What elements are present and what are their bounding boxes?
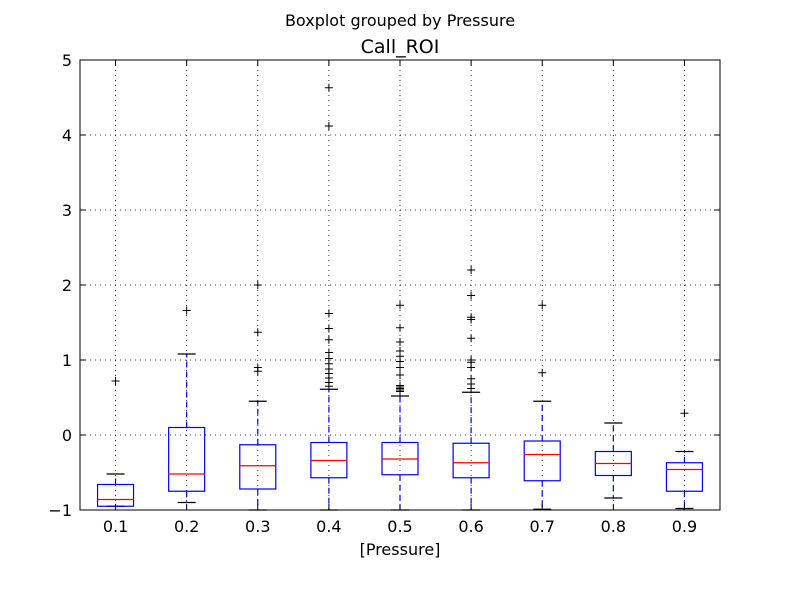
x-tick-label: 0.7 — [529, 517, 554, 536]
outlier-point — [253, 328, 262, 337]
box-group-0.5 — [381, 301, 419, 511]
x-tick-label: 0.3 — [245, 517, 270, 536]
outlier-point — [324, 309, 333, 318]
outlier-point — [538, 368, 547, 377]
iqr-box — [665, 462, 704, 492]
x-tick-label: 0.8 — [601, 517, 626, 536]
outlier-point — [253, 281, 262, 289]
outlier-point — [324, 83, 333, 92]
chart-suptitle: Boxplot grouped by Pressure — [285, 11, 515, 30]
y-tick-label: 1 — [62, 351, 72, 370]
outlier-point — [111, 377, 120, 385]
outlier-point — [396, 347, 404, 355]
outlier-point — [467, 334, 476, 343]
x-tick-label: 0.6 — [458, 517, 483, 536]
outlier-point — [538, 301, 547, 310]
box-group-0.7 — [523, 301, 561, 510]
y-tick-label: 5 — [62, 51, 72, 70]
outlier-point — [467, 266, 476, 274]
axis-ticks: −1 0 1 2 3 4 5 0.1 0.2 0.3 0.4 0.5 0.6 0.7 0.8 0.9 — [48, 51, 720, 536]
outlier-point — [253, 363, 262, 372]
iqr-box — [452, 442, 490, 479]
outlier-point — [396, 323, 404, 332]
y-tick-label: −1 — [48, 501, 72, 520]
outlier-point — [396, 338, 404, 346]
box-group-0.2 — [168, 306, 206, 504]
iqr-box — [523, 440, 561, 482]
outlier-point — [324, 335, 333, 344]
iqr-box — [239, 444, 277, 490]
iqr-box — [168, 426, 206, 492]
y-tick-label: 4 — [62, 126, 72, 145]
box-group-0.6 — [452, 266, 490, 511]
x-tick-label: 0.2 — [174, 517, 199, 536]
box-group-0.4 — [310, 83, 348, 511]
outlier-point — [396, 371, 404, 379]
outlier-point — [396, 381, 404, 390]
box-group-0.9 — [665, 409, 704, 510]
outlier-point — [467, 356, 476, 364]
box-group-0.1 — [96, 377, 135, 507]
box-layer — [96, 83, 704, 511]
y-tick-label: 3 — [62, 201, 72, 220]
outlier-point — [467, 291, 476, 300]
outlier-point — [182, 306, 191, 315]
x-axis-label: [Pressure] — [360, 540, 441, 559]
y-tick-label: 0 — [62, 426, 72, 445]
x-tick-label: 0.9 — [672, 517, 697, 536]
outlier-point — [324, 348, 333, 357]
outlier-point — [467, 313, 476, 322]
outlier-point — [467, 374, 476, 383]
chart-title: Call_ROI — [361, 36, 440, 58]
y-tick-label: 2 — [62, 276, 72, 295]
outlier-point — [324, 324, 333, 333]
x-tick-label: 0.1 — [103, 517, 128, 536]
x-tick-label: 0.5 — [387, 517, 412, 536]
x-tick-label: 0.4 — [316, 517, 341, 536]
box-group-0.8 — [594, 422, 632, 499]
outlier-point — [324, 122, 333, 130]
outlier-point — [396, 301, 404, 310]
outlier-point — [680, 409, 689, 418]
